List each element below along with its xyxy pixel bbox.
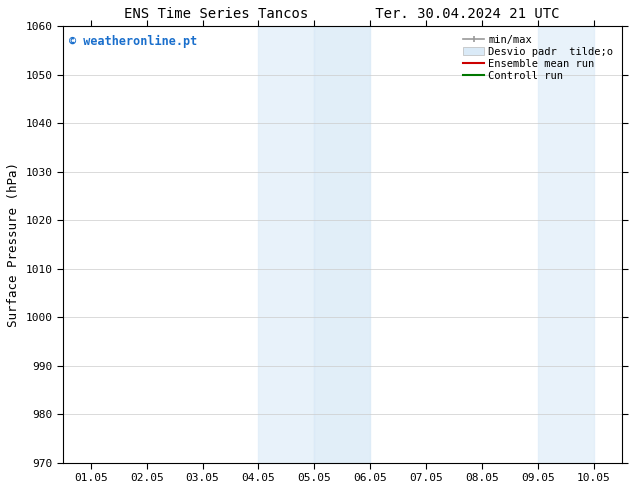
Y-axis label: Surface Pressure (hPa): Surface Pressure (hPa): [7, 162, 20, 327]
Bar: [538, 26, 593, 463]
Bar: [314, 26, 370, 463]
Text: © weatheronline.pt: © weatheronline.pt: [68, 35, 197, 48]
Bar: [259, 26, 314, 463]
Legend: min/max, Desvio padr  tilde;o, Ensemble mean run, Controll run: min/max, Desvio padr tilde;o, Ensemble m…: [460, 31, 616, 84]
Title: ENS Time Series Tancos        Ter. 30.04.2024 21 UTC: ENS Time Series Tancos Ter. 30.04.2024 2…: [124, 7, 560, 21]
